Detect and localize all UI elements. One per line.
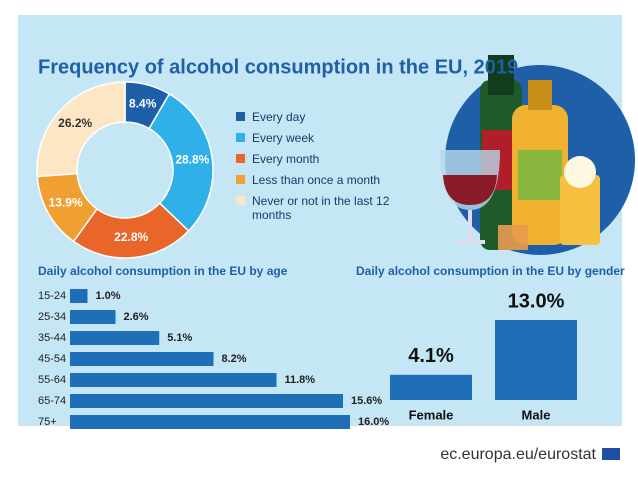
x-tick-label: Female: [409, 407, 454, 422]
slice-label: 8.4%: [129, 97, 157, 111]
y-tick-label: 35-44: [38, 332, 66, 344]
y-tick-label: 25-34: [38, 311, 66, 323]
chart-title: Frequency of alcohol consumption in the …: [38, 56, 518, 78]
legend-swatch: [236, 154, 245, 163]
bar: [70, 415, 350, 429]
legend-swatch: [236, 112, 245, 121]
pie-slice: [36, 81, 126, 178]
bar: [70, 352, 214, 366]
value-label: 4.1%: [408, 345, 454, 367]
slice-label: 28.8%: [175, 153, 209, 167]
bar: [70, 373, 277, 387]
source: ec.europa.eu/eurostat: [440, 446, 596, 463]
legend-swatch: [236, 175, 245, 184]
legend-item: Never or not in the last 12 months: [236, 194, 406, 222]
bar: [495, 320, 577, 400]
value-label: 2.6%: [124, 311, 149, 323]
value-label: 1.0%: [96, 290, 121, 302]
value-label: 11.8%: [285, 374, 316, 386]
slice-label: 13.9%: [49, 195, 83, 209]
legend-label: Every week: [252, 131, 315, 145]
bar: [390, 374, 472, 400]
y-tick-label: 75+: [38, 416, 57, 428]
legend-label: Never or not in the last 12 months: [252, 194, 390, 222]
legend-item: Every month: [236, 152, 406, 166]
slice-label: 22.8%: [114, 230, 148, 244]
bar: [70, 310, 116, 324]
y-tick-label: 55-64: [38, 374, 66, 386]
legend-label: Every day: [252, 110, 306, 124]
bar: [70, 394, 343, 408]
value-label: 13.0%: [508, 290, 565, 312]
legend-swatch: [236, 133, 245, 142]
pie-slice: [72, 202, 190, 259]
legend: Every day Every week Every month Less than …: [236, 110, 406, 229]
value-label: 15.6%: [351, 395, 382, 407]
illustration: [440, 55, 635, 255]
age-title: Daily alcohol consumption in the EU by a…: [38, 264, 288, 278]
y-tick-label: 15-24: [38, 290, 66, 302]
slice-label: 26.2%: [58, 116, 92, 130]
bar: [70, 289, 88, 303]
legend-item: Every week: [236, 131, 406, 145]
value-label: 16.0%: [358, 416, 389, 428]
legend-item: Every day: [236, 110, 406, 124]
legend-label: Every month: [252, 152, 320, 166]
eu-flag: [602, 448, 620, 460]
y-tick-label: 45-54: [38, 353, 66, 365]
legend-label: Less than once a month: [252, 173, 381, 187]
x-tick-label: Male: [522, 407, 551, 422]
gender-title: Daily alcohol consumption in the EU by g…: [356, 264, 625, 278]
value-label: 8.2%: [222, 353, 247, 365]
bar: [70, 331, 160, 345]
value-label: 5.1%: [167, 332, 192, 344]
legend-swatch: [236, 196, 245, 205]
pie-slice: [148, 92, 214, 232]
legend-item: Less than once a month: [236, 173, 406, 187]
y-tick-label: 65-74: [38, 395, 66, 407]
